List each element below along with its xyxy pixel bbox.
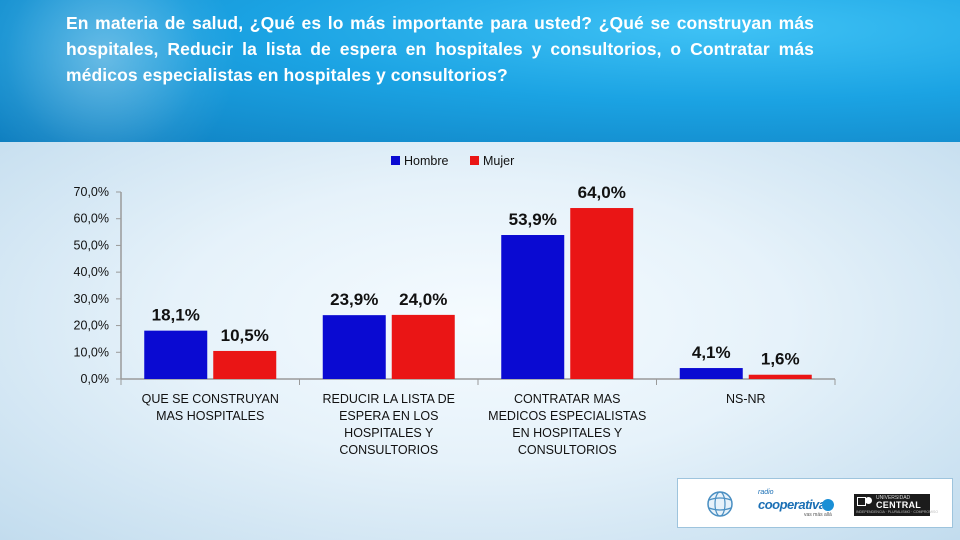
- universidad-central-logo: UNIVERSIDAD CENTRAL INDEPENDENCIA · PLUR…: [854, 494, 938, 516]
- data-label-mujer: 24,0%: [399, 290, 447, 309]
- data-label-hombre: 4,1%: [692, 343, 731, 362]
- category-label: CONTRATAR MAS: [514, 392, 620, 406]
- survey-question: En materia de salud, ¿Qué es lo más impo…: [66, 13, 814, 85]
- category-label: MEDICOS ESPECIALISTAS: [488, 409, 646, 423]
- central-name: CENTRAL: [876, 500, 922, 510]
- bar-mujer: [748, 374, 812, 379]
- legend-label-mujer: Mujer: [483, 154, 514, 168]
- central-top-text: UNIVERSIDAD: [876, 495, 911, 501]
- header-banner: En materia de salud, ¿Qué es lo más impo…: [0, 0, 960, 142]
- circle-icon: [865, 497, 872, 504]
- category-label: ESPERA EN LOS: [339, 409, 438, 423]
- category-label: HOSPITALES Y: [344, 426, 434, 440]
- bar-hombre: [322, 315, 386, 379]
- y-tick-label: 20,0%: [74, 319, 109, 333]
- bar-hombre: [501, 235, 565, 379]
- category-label: MAS HOSPITALES: [156, 409, 264, 423]
- data-label-hombre: 53,9%: [509, 210, 557, 229]
- central-tagline: INDEPENDENCIA · PLURALISMO · COMPROMISO: [856, 510, 939, 514]
- y-tick-label: 30,0%: [74, 292, 109, 306]
- bar-hombre: [144, 330, 208, 379]
- cooperativa-logo: radio cooperativa vas más allá: [758, 489, 838, 519]
- y-tick-label: 40,0%: [74, 265, 109, 279]
- bar-mujer: [213, 350, 277, 379]
- legend-label-hombre: Hombre: [404, 154, 449, 168]
- globe-icon: [707, 491, 733, 517]
- bar-chart: 0,0% 10,0% 20,0% 30,0% 40,0% 50,0% 60,0% 70,0% 1…: [74, 154, 836, 457]
- data-label-hombre: 18,1%: [152, 306, 200, 325]
- data-label-mujer: 10,5%: [221, 326, 269, 345]
- coop-small-text: radio: [758, 489, 774, 496]
- coop-tagline: vas más allá: [804, 512, 832, 518]
- category-label: QUE SE CONSTRUYAN: [142, 392, 279, 406]
- coop-drop-icon: [822, 499, 834, 511]
- data-label-mujer: 64,0%: [578, 183, 626, 202]
- y-tick-label: 60,0%: [74, 212, 109, 226]
- category-label: CONSULTORIOS: [518, 443, 617, 457]
- data-label-hombre: 23,9%: [330, 290, 378, 309]
- bar-hombre: [679, 368, 743, 379]
- category-label: EN HOSPITALES Y: [512, 426, 623, 440]
- category-label: REDUCIR LA LISTA DE: [323, 392, 455, 406]
- y-tick-label: 0,0%: [81, 372, 110, 386]
- legend-swatch-mujer: [470, 156, 479, 165]
- sponsor-logos: radio cooperativa vas más allá UNIVERSID…: [677, 478, 953, 528]
- category-label: CONSULTORIOS: [339, 443, 438, 457]
- category-label: NS-NR: [726, 392, 766, 406]
- bar-mujer: [391, 314, 455, 379]
- bar-mujer: [570, 208, 634, 379]
- coop-name: cooperativa: [758, 497, 826, 512]
- y-tick-label: 50,0%: [74, 238, 109, 252]
- data-label-mujer: 1,6%: [761, 350, 800, 369]
- legend-swatch-hombre: [391, 156, 400, 165]
- y-tick-label: 70,0%: [74, 185, 109, 199]
- y-tick-label: 10,0%: [74, 345, 109, 359]
